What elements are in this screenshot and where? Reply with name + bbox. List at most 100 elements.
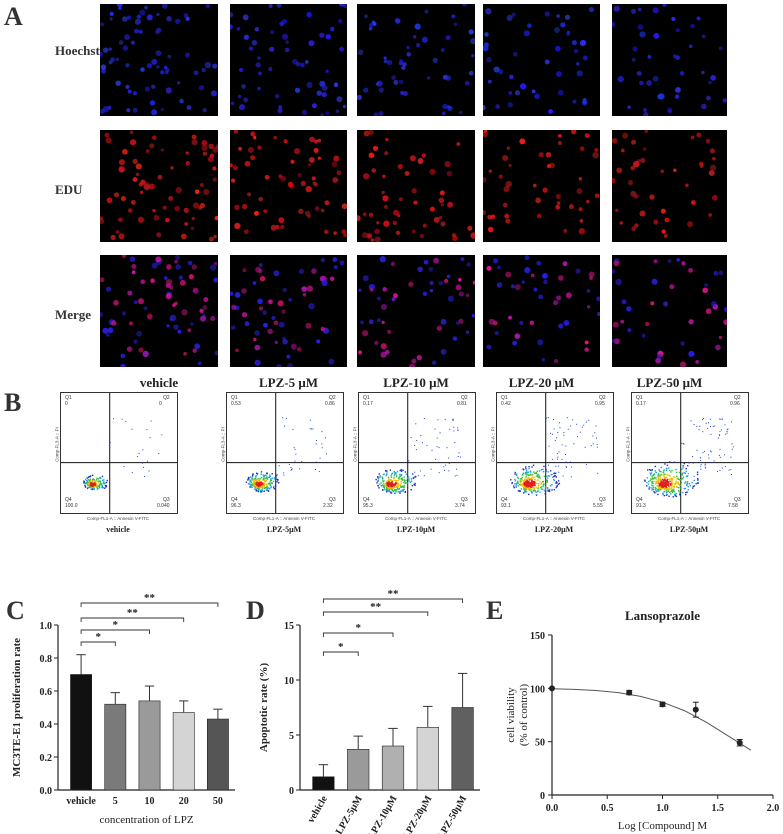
cell	[445, 35, 451, 41]
cell	[281, 18, 288, 24]
micrograph-merge	[100, 255, 218, 367]
cell	[268, 299, 273, 305]
cell	[181, 309, 188, 316]
quadrant-q4-value: 100.0	[65, 503, 78, 509]
quadrant-q1-label: Q1	[363, 395, 370, 401]
event-dot	[709, 418, 711, 420]
cell	[483, 105, 486, 111]
quadrant-q2-value: 0.95	[595, 401, 605, 407]
cell	[198, 85, 205, 91]
event-dot	[732, 446, 734, 448]
event-dot	[548, 475, 551, 477]
cell	[368, 130, 374, 135]
event-dot	[379, 483, 381, 485]
event-dot	[682, 476, 685, 478]
event-dot	[419, 470, 421, 472]
event-dot	[254, 484, 257, 487]
event-dot	[650, 478, 652, 480]
cell	[701, 34, 706, 39]
event-dot	[518, 483, 521, 486]
cell	[616, 167, 623, 174]
event-dot	[529, 470, 532, 472]
event-dot	[394, 472, 396, 474]
event-dot	[527, 477, 529, 479]
cell	[536, 260, 542, 266]
cell	[186, 105, 192, 110]
cell	[257, 298, 263, 305]
event-dot	[257, 489, 260, 491]
event-dot	[534, 490, 537, 492]
event-dot	[260, 483, 263, 485]
cell	[251, 39, 258, 46]
cell	[155, 50, 162, 57]
cell	[397, 163, 403, 170]
event-dot	[90, 482, 93, 484]
cell	[253, 337, 257, 342]
event-dot	[521, 484, 523, 487]
event-dot	[100, 482, 102, 484]
cell	[524, 267, 531, 274]
cell	[395, 18, 401, 24]
cell	[664, 217, 670, 223]
cell	[165, 87, 172, 94]
event-dot	[387, 476, 390, 479]
cell	[466, 262, 471, 267]
event-dot	[96, 477, 98, 480]
event-dot	[392, 490, 395, 493]
event-dot	[530, 490, 533, 492]
event-dot	[670, 484, 672, 486]
event-dot	[402, 479, 404, 481]
event-dot	[529, 488, 532, 490]
event-dot	[594, 432, 596, 434]
event-dot	[529, 478, 531, 480]
quadrant-q1-label: Q1	[636, 395, 643, 401]
event-dot	[535, 482, 538, 485]
event-dot	[666, 491, 668, 493]
event-dot	[86, 487, 89, 490]
event-dot	[520, 488, 523, 490]
cell	[243, 97, 249, 103]
cell	[542, 272, 548, 279]
event-dot	[142, 449, 144, 451]
cell	[257, 145, 262, 150]
event-dot	[521, 479, 523, 482]
event-dot	[259, 481, 262, 483]
cell	[125, 63, 130, 68]
cell	[621, 299, 627, 305]
event-dot	[268, 488, 271, 490]
event-dot	[131, 472, 133, 474]
event-dot	[676, 482, 679, 484]
event-dot	[557, 483, 560, 485]
facs-x-axis-label: Comp-FL1-A :: Annexin V-FITC	[86, 516, 150, 521]
event-dot	[659, 476, 661, 479]
event-dot	[731, 473, 733, 475]
cell	[168, 195, 174, 201]
event-dot	[265, 477, 267, 480]
cell	[485, 8, 492, 15]
event-dot	[539, 480, 541, 483]
event-dot	[409, 481, 412, 483]
event-dot	[265, 476, 268, 478]
cell	[447, 295, 454, 302]
cell	[313, 147, 319, 153]
event-dot	[553, 419, 555, 421]
cell	[556, 295, 562, 301]
cell	[406, 45, 410, 50]
cell	[146, 14, 153, 21]
event-dot	[542, 470, 545, 473]
cell	[253, 135, 257, 140]
event-dot	[263, 479, 266, 481]
cell	[422, 291, 428, 296]
event-dot	[555, 486, 557, 489]
event-dot	[385, 486, 388, 489]
event-dot	[283, 472, 285, 474]
column-label: LPZ-50 μM	[636, 375, 703, 390]
event-dot	[260, 482, 262, 484]
cell	[702, 287, 708, 294]
cell	[626, 306, 632, 312]
event-dot	[672, 479, 674, 481]
cell	[596, 311, 600, 316]
event-dot	[527, 480, 530, 483]
event-dot	[700, 460, 702, 462]
